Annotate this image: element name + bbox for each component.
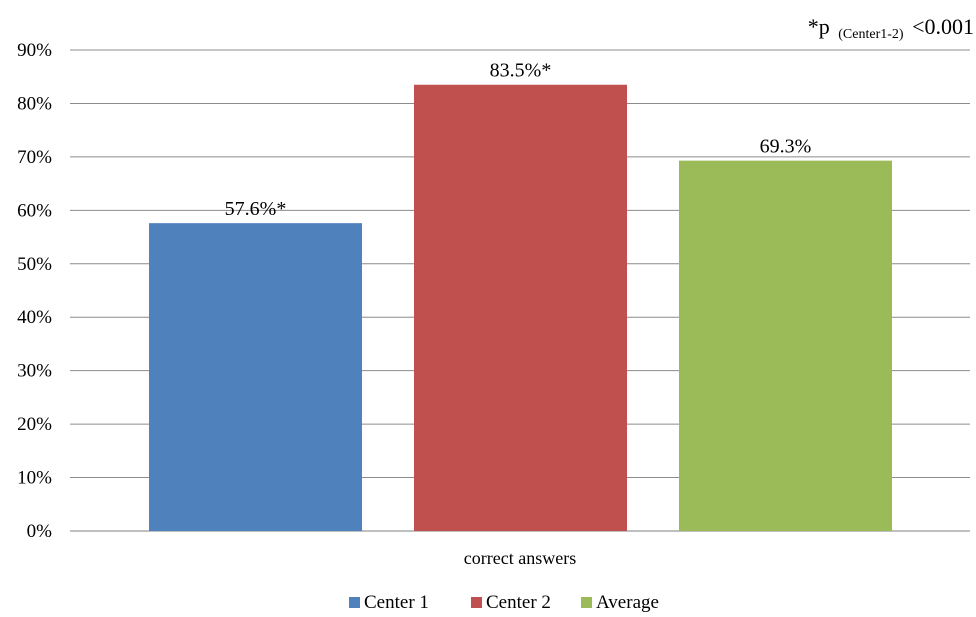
y-tick-label: 10% xyxy=(17,468,52,489)
y-tick-label: 40% xyxy=(17,307,52,328)
data-labels: 57.6%* 83.5%* 69.3% xyxy=(225,60,812,220)
bar-center-2 xyxy=(414,84,627,531)
data-label: 69.3% xyxy=(760,136,812,158)
legend: Center 1 Center 2 Average xyxy=(349,592,659,613)
y-tick-label: 80% xyxy=(17,93,52,114)
x-axis-category-labels: correct answers xyxy=(464,548,576,568)
y-tick-label: 30% xyxy=(17,361,52,382)
y-tick-label: 50% xyxy=(17,254,52,275)
legend-swatch xyxy=(471,597,482,608)
y-tick-label: 90% xyxy=(17,40,52,61)
y-axis-tick-labels: 0% 10% 20% 30% 40% 50% 60% 70% 80% 90% xyxy=(17,40,52,542)
y-tick-label: 20% xyxy=(17,414,52,435)
annotation-prefix: *p xyxy=(808,14,830,39)
data-label: 57.6%* xyxy=(225,198,287,220)
bar-average xyxy=(679,160,892,531)
y-tick-label: 70% xyxy=(17,147,52,168)
legend-swatch xyxy=(581,597,592,608)
bars xyxy=(149,84,892,531)
legend-label: Center 1 xyxy=(364,592,429,613)
y-tick-label: 0% xyxy=(27,521,53,542)
x-category-label: correct answers xyxy=(464,548,576,568)
data-label: 83.5%* xyxy=(490,60,552,82)
legend-swatch xyxy=(349,597,360,608)
significance-annotation: *p (Center1-2) <0.001 xyxy=(808,14,974,43)
bar-center-1 xyxy=(149,223,362,531)
annotation-suffix: <0.001 xyxy=(912,14,974,39)
y-tick-label: 60% xyxy=(17,200,52,221)
legend-label: Center 2 xyxy=(486,592,551,613)
annotation-subscript: (Center1-2) xyxy=(838,27,904,42)
legend-label: Average xyxy=(596,592,659,613)
